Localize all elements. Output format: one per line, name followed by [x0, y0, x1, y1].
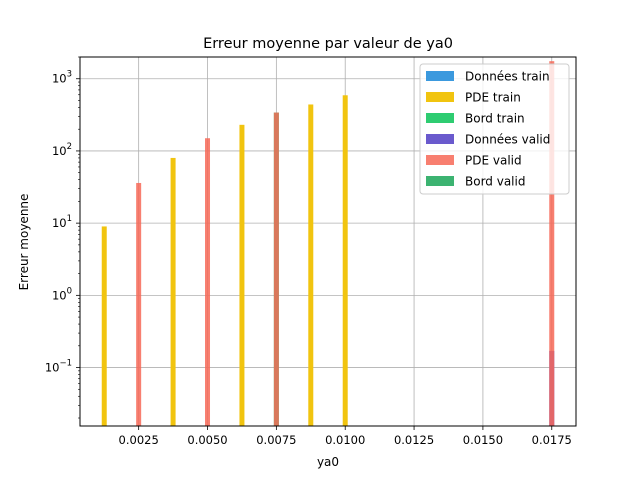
legend-swatch [426, 155, 454, 165]
legend-swatch [426, 92, 454, 102]
x-tick-label: 0.0125 [394, 433, 434, 447]
x-axis: 0.0025 0.0050 0.0075 0.0100 0.0125 0.0150 0.01… [119, 426, 572, 447]
bar [273, 112, 279, 426]
y-axis-label: Erreur moyenne [17, 194, 31, 291]
bar [136, 182, 142, 426]
plot-frame [79, 56, 577, 427]
bar [342, 95, 348, 427]
legend-label: Bord train [465, 112, 525, 126]
y-tick-label: 100 [52, 286, 72, 302]
y-tick-label: 103 [52, 70, 72, 86]
legend-swatch [426, 71, 454, 81]
legend-label: PDE valid [465, 154, 522, 168]
legend-swatch [426, 176, 454, 186]
bar [170, 157, 176, 426]
chart-title: Erreur moyenne par valeur de ya0 [203, 36, 453, 52]
bars [101, 61, 555, 427]
legend-label: Données valid [465, 133, 550, 147]
y-tick-label: 102 [52, 142, 72, 158]
x-tick-label: 0.0050 [187, 433, 227, 447]
legend-swatch [426, 134, 454, 144]
bar [101, 226, 107, 426]
bar [549, 61, 555, 426]
x-tick-label: 0.0075 [256, 433, 296, 447]
x-tick-label: 0.0175 [532, 433, 572, 447]
legend: Données train PDE train Bord train Données … [419, 63, 570, 195]
bar [308, 104, 314, 426]
legend-label: PDE train [465, 91, 521, 105]
y-tick-label: 10−1 [45, 359, 72, 375]
legend-label: Données train [465, 70, 550, 84]
legend-frame [419, 63, 570, 195]
legend-swatch [426, 113, 454, 123]
y-axis: 10−1 100 101 102 103 [45, 56, 80, 419]
x-axis-label: ya0 [317, 455, 339, 469]
x-tick-label: 0.0025 [119, 433, 159, 447]
legend-label: Bord valid [465, 175, 525, 189]
bar [239, 124, 245, 427]
bar [205, 138, 211, 427]
y-tick-label: 101 [52, 214, 72, 230]
x-tick-label: 0.0100 [325, 433, 365, 447]
x-tick-label: 0.0150 [463, 433, 503, 447]
